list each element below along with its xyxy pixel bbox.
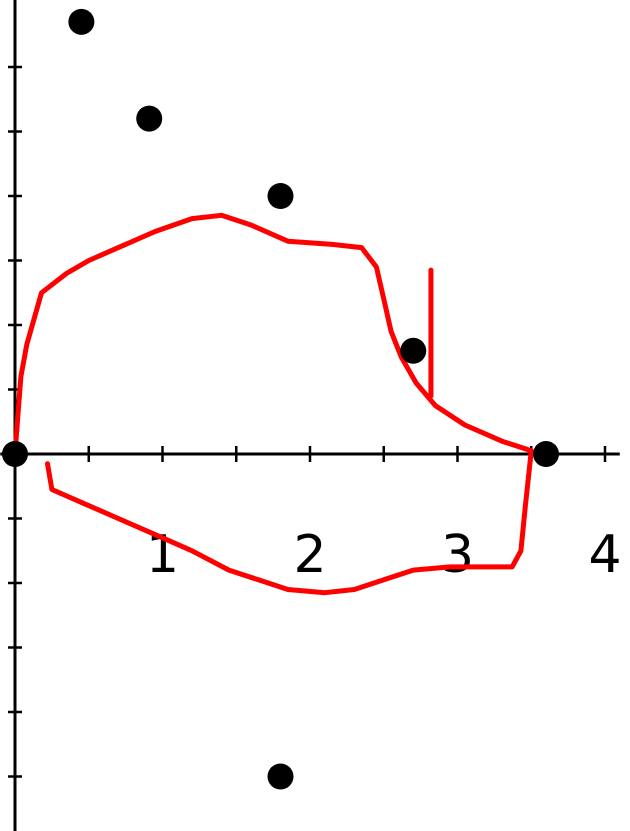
data-point	[136, 105, 163, 132]
data-point	[533, 441, 559, 467]
data-point	[267, 763, 294, 790]
data-points	[2, 8, 559, 790]
x-tick-label: 4	[588, 525, 621, 585]
data-point	[267, 183, 294, 209]
red-annotation	[12, 212, 534, 596]
x-tick-label: 2	[293, 525, 326, 585]
x-tick-label: 3	[441, 525, 474, 585]
data-point	[400, 337, 427, 364]
data-point	[2, 441, 28, 467]
data-point	[68, 8, 95, 35]
red-loop-path	[12, 212, 534, 596]
tick-marks	[8, 65, 607, 778]
